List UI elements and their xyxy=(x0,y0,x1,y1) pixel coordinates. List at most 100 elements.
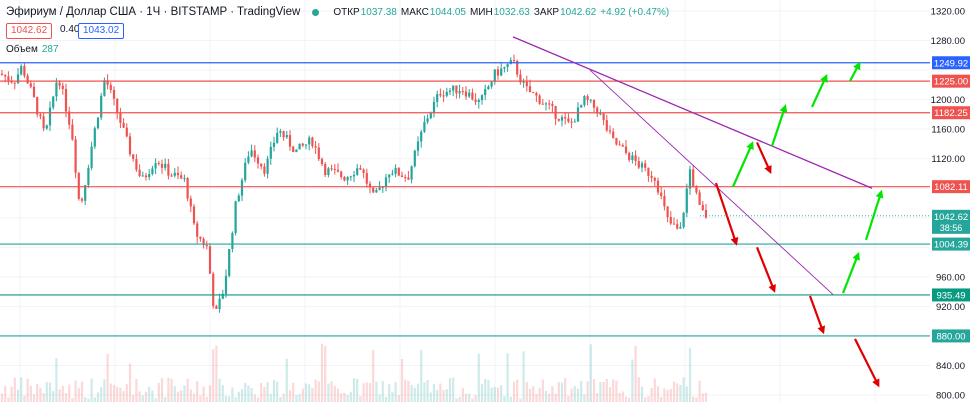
volume-bar xyxy=(301,388,304,402)
axis-tick-label: 1320.00 xyxy=(931,7,965,18)
volume-bar xyxy=(170,378,173,402)
candle-body xyxy=(551,103,554,106)
volume-bar xyxy=(29,385,32,402)
volume-bar xyxy=(378,394,381,402)
volume-bar xyxy=(215,345,218,402)
candle-body xyxy=(122,122,125,128)
volume-bar xyxy=(61,386,64,402)
candle-body xyxy=(154,163,157,169)
volume-bar xyxy=(186,378,189,402)
candle-body xyxy=(170,175,173,177)
candle-body xyxy=(676,224,679,229)
volume-bar xyxy=(295,394,298,402)
candle-body xyxy=(538,95,541,104)
volume-bar xyxy=(228,396,231,402)
level-price-tag xyxy=(932,180,970,194)
volume-bar xyxy=(74,380,77,402)
candle-body xyxy=(637,161,640,168)
candle-body xyxy=(192,206,196,224)
volume-bar xyxy=(192,393,196,402)
volume-bar xyxy=(509,396,512,402)
candle-body xyxy=(506,64,509,67)
trendlines[interactable] xyxy=(512,36,873,295)
candle-body xyxy=(589,99,592,101)
candle-body xyxy=(16,74,20,84)
candle-body xyxy=(477,99,480,103)
level-price-tag xyxy=(932,74,970,88)
candle-body xyxy=(314,146,317,148)
volume-bar xyxy=(96,392,100,402)
candle-body xyxy=(426,118,429,122)
candle-body xyxy=(567,118,570,122)
axis-tick-label: 920.00 xyxy=(936,302,965,313)
candle-body xyxy=(132,154,135,160)
volume-bar xyxy=(452,377,455,402)
volume-bar xyxy=(23,395,26,402)
candle-body xyxy=(0,73,4,75)
candle-body xyxy=(256,157,260,164)
candle-body xyxy=(666,206,669,218)
candle-body xyxy=(612,131,615,138)
symbol-title[interactable]: Эфириум / Доллар США · 1Ч · BITSTAMP · T… xyxy=(6,6,301,18)
candle-body xyxy=(615,137,618,145)
level-price-label: 880.00 xyxy=(936,331,965,342)
volume-bar xyxy=(176,391,180,402)
volume-bar xyxy=(365,382,368,402)
volume-bar xyxy=(516,379,519,402)
volume-bar xyxy=(288,390,292,402)
candle-body xyxy=(7,76,10,81)
high-label: МАКС xyxy=(400,6,429,18)
volume-bar xyxy=(68,384,71,402)
volume-bar xyxy=(109,383,112,402)
candle-body xyxy=(276,132,279,143)
level-price-tag xyxy=(932,329,970,343)
change-value: +4.92 (+0.47%) xyxy=(600,6,670,18)
volume-bar xyxy=(256,397,260,402)
volume-bar xyxy=(144,391,148,402)
candle-body xyxy=(669,217,672,224)
candle-body xyxy=(640,163,644,168)
candle-body xyxy=(240,180,244,196)
volume-bar xyxy=(432,383,436,402)
candle-body xyxy=(436,94,439,102)
candle-body xyxy=(253,150,256,158)
horizontal-levels[interactable] xyxy=(0,62,930,337)
volume-bar xyxy=(138,391,141,402)
candle-body xyxy=(528,86,532,93)
buy-price-box[interactable]: 1043.02 xyxy=(78,23,125,39)
candle-body xyxy=(634,155,637,162)
candle-body xyxy=(333,168,336,170)
volume-bar xyxy=(420,349,423,402)
price-axis[interactable]: 800.00 840.00 920.00 960.00 1120.00 1160.00 12… xyxy=(700,7,970,402)
candle-body xyxy=(439,94,442,96)
candle-body xyxy=(93,128,96,147)
volume-bar xyxy=(410,384,413,402)
bear-arrow xyxy=(714,182,739,246)
candle-body xyxy=(560,117,564,121)
scenario-arrows[interactable] xyxy=(714,61,884,388)
volume-bar xyxy=(359,396,362,402)
bear-arrow xyxy=(755,246,776,293)
level-price-label: 1225.00 xyxy=(934,77,968,88)
candle-body xyxy=(112,89,116,99)
volume-bar xyxy=(247,385,250,402)
volume-bar xyxy=(10,386,13,402)
candle-body xyxy=(231,233,234,249)
candle-body xyxy=(653,177,656,181)
volume-bar xyxy=(436,389,439,402)
candle-body xyxy=(71,124,74,140)
candle-body xyxy=(250,150,253,157)
candle-body xyxy=(311,137,314,147)
volume-bar xyxy=(663,388,666,402)
axis-tick-label: 960.00 xyxy=(936,272,965,283)
candle-body xyxy=(570,121,573,123)
volume-bar xyxy=(612,379,615,402)
volume-bar xyxy=(660,396,663,402)
volume-bar xyxy=(640,386,644,402)
sell-price-box[interactable]: 1042.62 xyxy=(6,23,53,39)
volume-bar xyxy=(39,388,42,402)
volume-bar xyxy=(468,393,471,402)
candle-body xyxy=(557,118,560,121)
candle-body xyxy=(388,174,391,178)
